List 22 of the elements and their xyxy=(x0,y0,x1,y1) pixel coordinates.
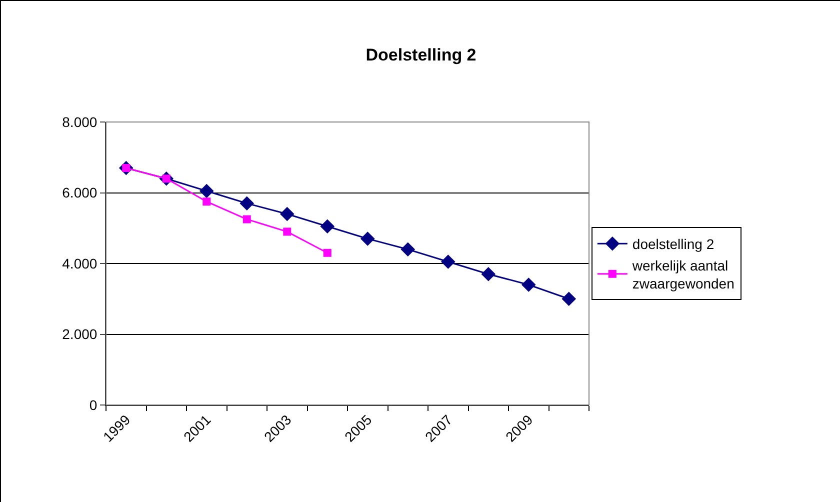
point xyxy=(240,196,254,211)
point xyxy=(283,228,292,236)
y-tick-label: 2.000 xyxy=(62,326,98,342)
point xyxy=(280,206,294,222)
point xyxy=(323,248,332,257)
y-tick-label: 6.000 xyxy=(62,184,98,201)
point xyxy=(242,215,251,224)
y-tick-label: 8.000 xyxy=(62,114,98,130)
point xyxy=(481,266,496,282)
y-tick-label: 0 xyxy=(89,396,98,413)
legend-label: werkelijk aantal zwaargewonden xyxy=(631,257,734,292)
chart-title: Doelstelling 2 xyxy=(366,46,476,65)
point xyxy=(199,184,214,198)
point xyxy=(320,219,335,234)
point xyxy=(202,198,211,206)
legend-label: doelstelling 2 xyxy=(632,236,714,252)
point xyxy=(562,292,576,306)
point xyxy=(400,242,416,256)
point xyxy=(360,232,375,246)
point xyxy=(521,278,536,292)
y-tick-label: 4.000 xyxy=(62,255,98,272)
point xyxy=(440,254,456,269)
